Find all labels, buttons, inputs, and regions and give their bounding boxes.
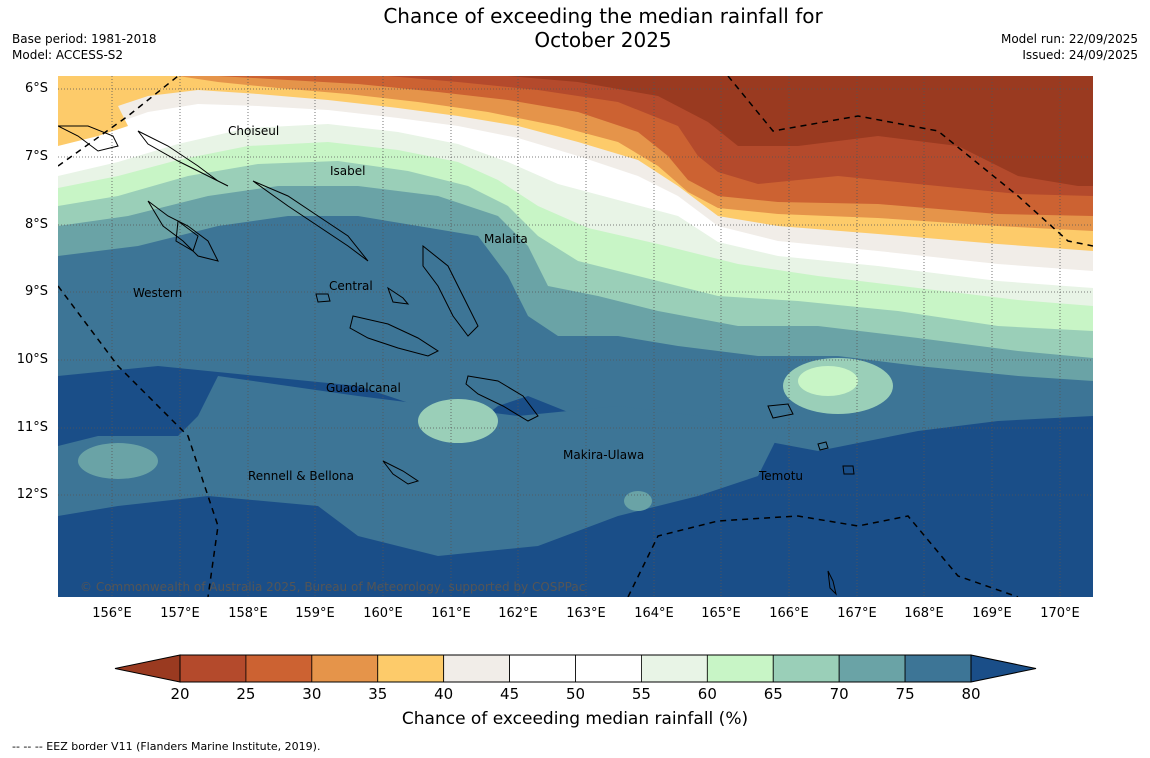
colorbar-tick-label: 25 — [236, 685, 256, 703]
region-malaita: Malaita — [484, 232, 528, 246]
island-rennell — [382, 460, 420, 485]
eez-footnote: -- -- -- EEZ border V11 (Flanders Marine… — [12, 740, 321, 753]
meta-right: Model run: 22/09/2025 Issued: 24/09/2025 — [1001, 31, 1138, 63]
band-20 — [508, 76, 1093, 186]
lon-label-159e: 159°E — [295, 606, 335, 621]
lon-label-156e: 156°E — [92, 606, 132, 621]
lat-label-11s: 11°S — [16, 420, 48, 435]
colorbar-cell — [443, 654, 510, 683]
lon-label-164e: 164°E — [634, 606, 674, 621]
chart-title: Chance of exceeding the median rainfall … — [300, 4, 906, 52]
lon-label-170e: 170°E — [1040, 606, 1080, 621]
lon-label-161e: 161°E — [431, 606, 471, 621]
colorbar-cell — [179, 654, 247, 683]
lat-label-12s: 12°S — [16, 487, 48, 502]
island-choiseul — [137, 130, 229, 187]
title-line-2: October 2025 — [534, 28, 672, 52]
colorbar-tick-label: 75 — [895, 685, 915, 703]
colorbar-tick-label: 35 — [368, 685, 388, 703]
pocket-south — [624, 491, 652, 511]
region-rennell-bellona: Rennell & Bellona — [248, 469, 355, 483]
colorbar-cell — [377, 654, 445, 683]
copyright-notice: © Commonwealth of Australia 2025, Bureau… — [80, 580, 586, 594]
colorbar-extend-low — [114, 654, 181, 683]
colorbar-label: Chance of exceeding median rainfall (%) — [401, 709, 749, 729]
colorbar-tick-label: 45 — [500, 685, 520, 703]
lon-label-168e: 168°E — [904, 606, 944, 621]
colorbar-cell — [838, 654, 906, 683]
colorbar-tick-label: 80 — [961, 685, 981, 703]
island-south — [827, 570, 837, 596]
colorbar-tick-label: 50 — [565, 685, 586, 703]
lon-label-165e: 165°E — [701, 606, 741, 621]
colorbar-tick-label: 40 — [434, 685, 454, 703]
colorbar-cell — [641, 654, 708, 683]
region-makira-ulawa: Makira-Ulawa — [563, 448, 645, 462]
region-temotu: Temotu — [759, 469, 804, 483]
lon-label-160e: 160°E — [363, 606, 403, 621]
lon-label-169e: 169°E — [972, 606, 1012, 621]
island-utupua — [842, 465, 855, 475]
island-russell — [315, 293, 331, 303]
island-florida — [387, 286, 410, 305]
model-name: Model: ACCESS-S2 — [12, 48, 124, 62]
lon-label-166e: 166°E — [769, 606, 809, 621]
model-run: Model run: 22/09/2025 — [1000, 32, 1138, 46]
colorbar-cell — [772, 654, 840, 683]
region-choiseul: Choiseul — [228, 124, 280, 138]
map-svg — [58, 76, 1093, 597]
pocket-guadalcanal — [418, 399, 498, 443]
region-guadalcanal: Guadalcanal — [326, 381, 401, 395]
island-bougainville — [58, 125, 119, 152]
colorbar-cell — [706, 654, 774, 683]
colorbar-tick-label: 30 — [302, 685, 322, 703]
island-guadalcanal — [349, 315, 440, 357]
island-vella — [175, 220, 199, 252]
colorbar-cell — [311, 654, 379, 683]
base-period: Base period: 1981-2018 — [12, 32, 157, 46]
eez-border — [58, 76, 1093, 597]
lat-label-7s: 7°S — [24, 149, 48, 164]
island-vanikoro — [817, 441, 829, 451]
colorbar-extend-high — [970, 654, 1037, 683]
band-75-south-a — [58, 376, 778, 556]
colorbar-tick-label: 55 — [631, 685, 651, 703]
island-santa-cruz — [767, 403, 794, 419]
region-central: Central — [329, 279, 373, 293]
lon-label-162e: 162°E — [498, 606, 538, 621]
colorbar-tick-label: 70 — [829, 685, 849, 703]
title-line-1: Chance of exceeding the median rainfall … — [383, 4, 823, 28]
lat-label-6s: 6°S — [24, 81, 48, 96]
lon-label-157e: 157°E — [160, 606, 200, 621]
lon-label-163e: 163°E — [566, 606, 606, 621]
islands — [58, 125, 855, 596]
colorbar-cell — [575, 654, 642, 683]
colorbar-cell — [509, 654, 576, 683]
rainfall-map — [58, 76, 1093, 597]
lat-label-8s: 8°S — [24, 217, 48, 232]
island-makira — [465, 375, 539, 422]
issued-date: Issued: 24/09/2025 — [1022, 48, 1138, 62]
lon-label-167e: 167°E — [837, 606, 877, 621]
region-isabel: Isabel — [330, 164, 366, 178]
island-isabel — [252, 180, 369, 262]
lat-label-10s: 10°S — [16, 352, 48, 367]
colorbar-cells — [179, 654, 972, 683]
region-western: Western — [133, 286, 183, 300]
island-new-georgia — [147, 200, 219, 262]
colorbar-tick-label: 20 — [170, 685, 190, 703]
lat-label-9s: 9°S — [24, 284, 48, 299]
island-malaita — [422, 244, 479, 337]
colorbar-cell — [245, 654, 313, 683]
pocket-west — [78, 443, 158, 479]
colorbar-tick-label: 60 — [697, 685, 717, 703]
colorbar-cell — [904, 654, 972, 683]
colorbar-tick-label: 65 — [763, 685, 783, 703]
lon-label-158e: 158°E — [228, 606, 268, 621]
colorbar-border — [179, 654, 972, 683]
pocket-temotu-inner — [798, 366, 858, 396]
meta-left: Base period: 1981-2018 Model: ACCESS-S2 — [12, 31, 157, 63]
